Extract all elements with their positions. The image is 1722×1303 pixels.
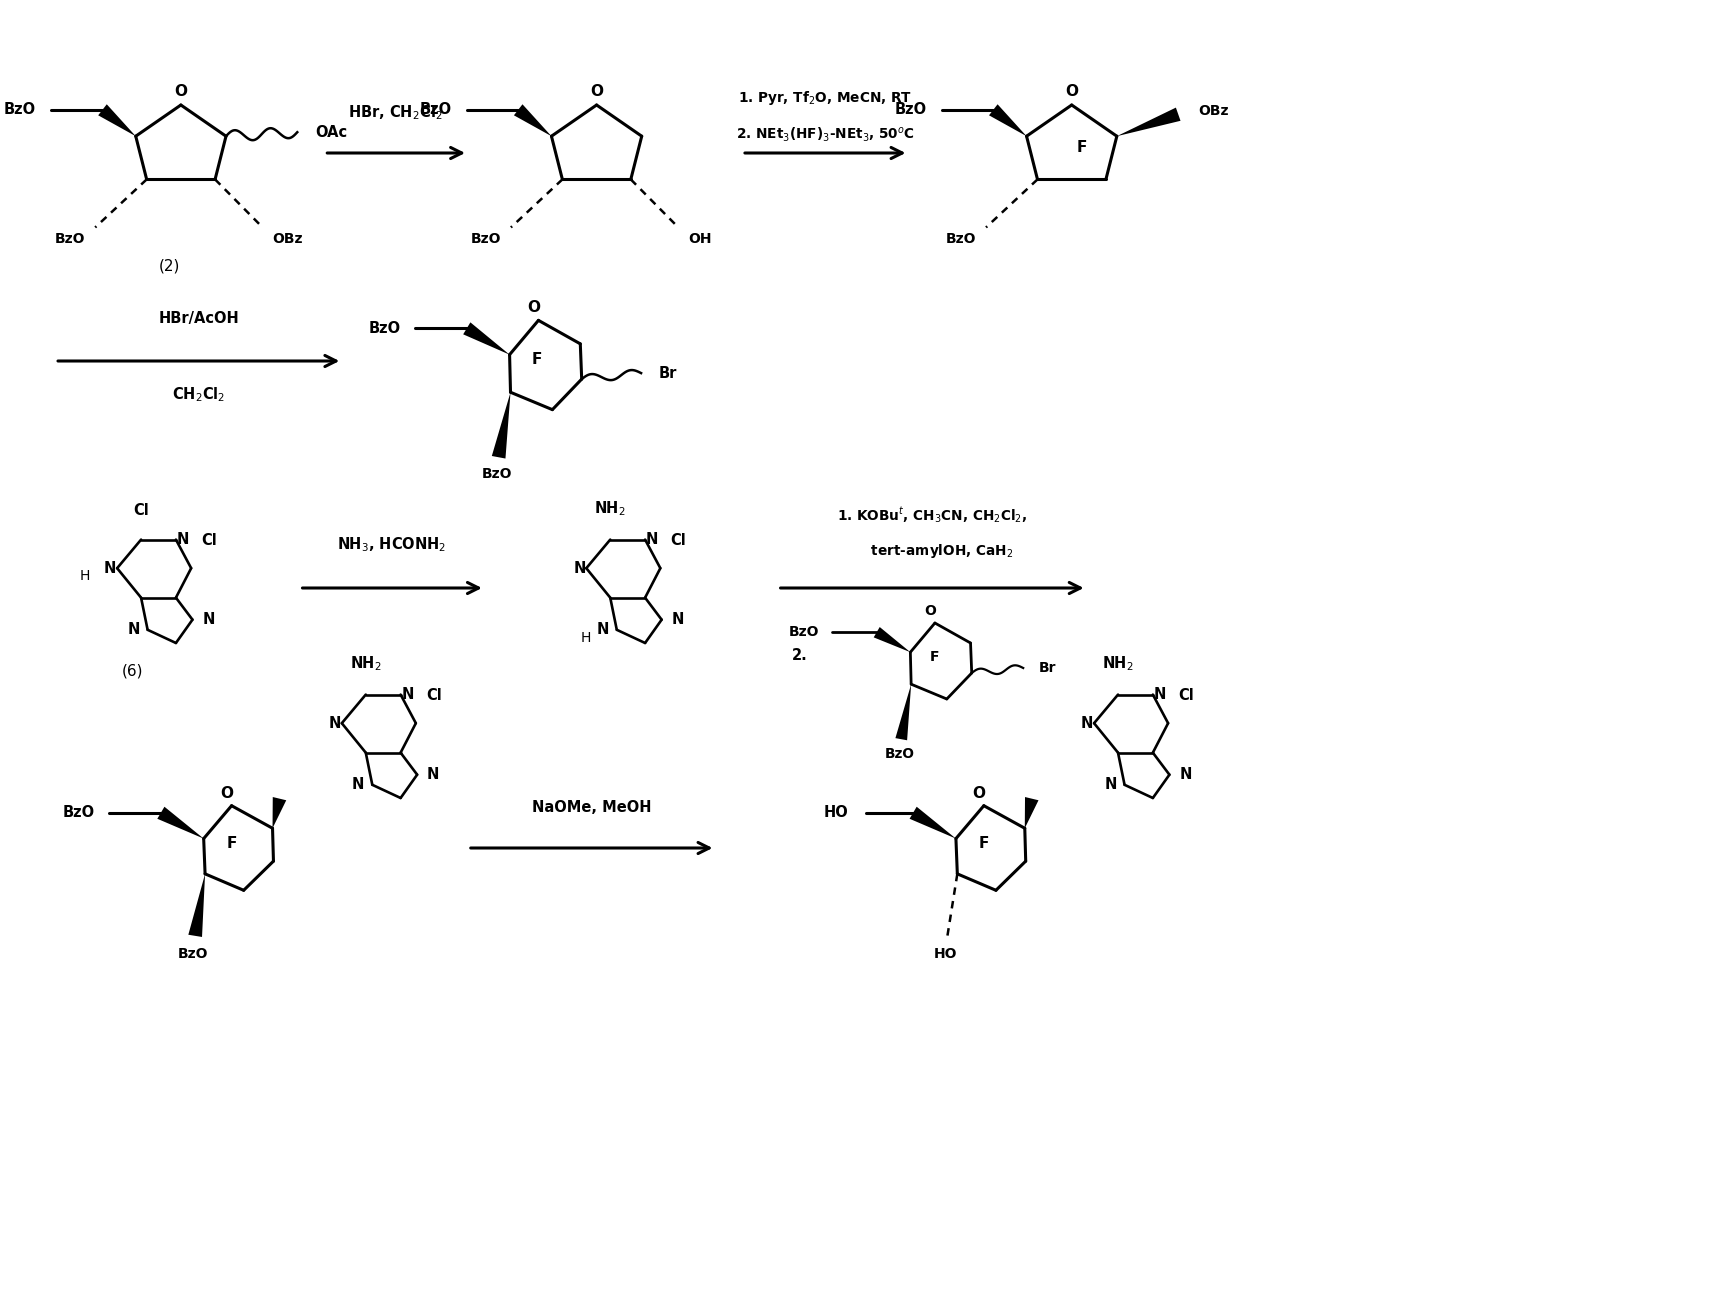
Text: N: N <box>203 612 215 627</box>
Text: BzO: BzO <box>3 103 36 117</box>
Text: NH$_3$, HCONH$_2$: NH$_3$, HCONH$_2$ <box>338 536 446 554</box>
Text: F: F <box>930 650 938 665</box>
Text: BzO: BzO <box>789 625 820 640</box>
Text: Cl: Cl <box>670 533 685 549</box>
Text: N: N <box>401 687 413 702</box>
Text: F: F <box>978 837 988 851</box>
Text: N: N <box>351 778 365 792</box>
Text: Br: Br <box>660 366 677 380</box>
Text: Cl: Cl <box>1178 688 1193 704</box>
Text: BzO: BzO <box>895 103 926 117</box>
Text: BzO: BzO <box>369 321 401 336</box>
Polygon shape <box>988 104 1026 137</box>
Text: N: N <box>1104 778 1116 792</box>
Text: BzO: BzO <box>177 947 208 960</box>
Text: O: O <box>1066 85 1078 99</box>
Text: BzO: BzO <box>470 232 501 246</box>
Polygon shape <box>157 807 203 839</box>
Text: H: H <box>580 631 591 645</box>
Text: F: F <box>1076 141 1087 155</box>
Polygon shape <box>1025 797 1038 829</box>
Text: BzO: BzO <box>482 468 511 481</box>
Text: O: O <box>220 786 232 801</box>
Text: BzO: BzO <box>885 747 914 761</box>
Text: N: N <box>1180 767 1192 782</box>
Text: BzO: BzO <box>945 232 976 246</box>
Text: HBr/AcOH: HBr/AcOH <box>158 310 239 326</box>
Text: OAc: OAc <box>315 125 348 139</box>
Text: Br: Br <box>1038 661 1057 675</box>
Text: Cl: Cl <box>425 688 441 704</box>
Text: N: N <box>427 767 439 782</box>
Polygon shape <box>513 104 551 137</box>
Text: H: H <box>79 569 90 584</box>
Text: HO: HO <box>933 947 957 960</box>
Text: OBz: OBz <box>272 232 303 246</box>
Text: N: N <box>1081 715 1093 731</box>
Text: HBr, CH$_2$Cl$_2$: HBr, CH$_2$Cl$_2$ <box>348 104 443 122</box>
Text: (6): (6) <box>122 663 143 679</box>
Text: O: O <box>925 605 935 618</box>
Text: F: F <box>532 353 542 367</box>
Text: 1. KOBu$^t$, CH$_3$CN, CH$_2$Cl$_2$,: 1. KOBu$^t$, CH$_3$CN, CH$_2$Cl$_2$, <box>837 506 1028 525</box>
Text: NH$_2$: NH$_2$ <box>1102 654 1133 672</box>
Text: N: N <box>573 560 585 576</box>
Text: tert-amylOH, CaH$_2$: tert-amylOH, CaH$_2$ <box>851 542 1013 560</box>
Text: Cl: Cl <box>133 503 150 517</box>
Text: CH$_2$Cl$_2$: CH$_2$Cl$_2$ <box>172 386 226 404</box>
Text: OBz: OBz <box>1199 104 1228 119</box>
Text: 2. NEt$_3$(HF)$_3$-NEt$_3$, 50$^o$C: 2. NEt$_3$(HF)$_3$-NEt$_3$, 50$^o$C <box>735 126 914 145</box>
Polygon shape <box>873 627 911 653</box>
Text: F: F <box>226 837 236 851</box>
Text: N: N <box>177 532 189 547</box>
Polygon shape <box>188 874 205 937</box>
Text: NH$_2$: NH$_2$ <box>350 654 382 672</box>
Text: BzO: BzO <box>62 805 95 821</box>
Text: N: N <box>103 560 117 576</box>
Polygon shape <box>895 684 911 740</box>
Text: N: N <box>329 715 341 731</box>
Text: N: N <box>672 612 684 627</box>
Polygon shape <box>272 797 286 829</box>
Text: OH: OH <box>689 232 711 246</box>
Text: HO: HO <box>825 805 849 821</box>
Text: O: O <box>973 786 985 801</box>
Text: 1. Pyr, Tf$_2$O, MeCN, RT: 1. Pyr, Tf$_2$O, MeCN, RT <box>739 89 913 107</box>
Text: (2): (2) <box>158 258 179 274</box>
Text: N: N <box>127 623 139 637</box>
Text: NaOMe, MeOH: NaOMe, MeOH <box>532 800 651 816</box>
Polygon shape <box>98 104 136 137</box>
Text: NH$_2$: NH$_2$ <box>594 499 627 517</box>
Polygon shape <box>909 807 956 839</box>
Text: N: N <box>1154 687 1166 702</box>
Text: BzO: BzO <box>420 103 451 117</box>
Text: Cl: Cl <box>201 533 217 549</box>
Polygon shape <box>463 322 510 354</box>
Text: O: O <box>527 300 541 315</box>
Polygon shape <box>492 392 510 459</box>
Polygon shape <box>1118 108 1181 137</box>
Text: O: O <box>174 85 188 99</box>
Text: N: N <box>646 532 658 547</box>
Text: BzO: BzO <box>55 232 86 246</box>
Text: N: N <box>596 623 610 637</box>
Text: O: O <box>591 85 603 99</box>
Text: 2.: 2. <box>792 648 808 662</box>
